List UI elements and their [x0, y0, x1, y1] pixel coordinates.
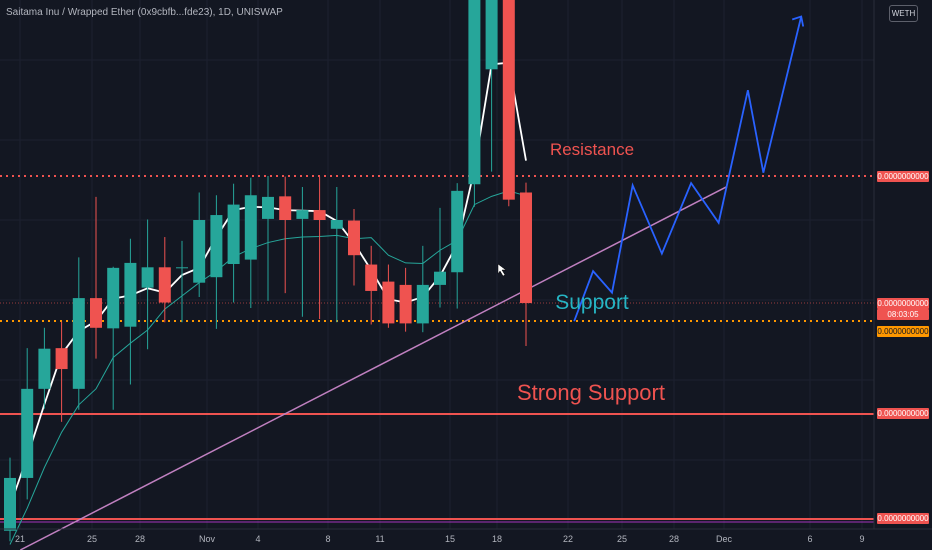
- candle-body: [55, 348, 68, 370]
- resistance-price-label: 0.0000000000: [877, 171, 929, 182]
- time-tick-label: 4: [255, 534, 260, 544]
- time-tick-label: 9: [859, 534, 864, 544]
- candles: [4, 0, 532, 542]
- countdown-label: 08:03:05: [877, 309, 929, 320]
- candle-body: [451, 190, 464, 273]
- candle-body: [399, 284, 412, 324]
- candle-body: [107, 267, 120, 329]
- candle-body: [279, 196, 292, 220]
- time-tick-label: 15: [445, 534, 455, 544]
- candle-body: [210, 215, 223, 278]
- trendline-segment: [19, 185, 728, 550]
- candle-body: [416, 284, 429, 324]
- candle-body: [348, 220, 360, 256]
- candle-body: [90, 298, 102, 328]
- candle-body: [313, 210, 326, 220]
- candle-body: [38, 348, 51, 389]
- projection-path: [573, 15, 805, 322]
- candle-body: [4, 477, 16, 531]
- time-tick-label: 6: [807, 534, 812, 544]
- candle-body: [468, 0, 481, 185]
- cursor-icon: [497, 263, 507, 277]
- time-tick-label: 11: [375, 534, 384, 544]
- projection-arrowhead: [791, 15, 805, 27]
- time-axis: 21 25 28 Nov 4 8 11 15 18 22 25 28 Dec 6 9: [15, 534, 865, 544]
- time-tick-label: 8: [325, 534, 330, 544]
- candle-body: [72, 298, 85, 389]
- horizontal-levels: [0, 175, 874, 523]
- bottom-price-label: 0.0000000000: [877, 513, 929, 524]
- candle-body: [124, 262, 137, 327]
- time-tick-label: 28: [135, 534, 145, 544]
- candle-body: [296, 210, 309, 219]
- candle-body: [227, 204, 240, 264]
- candle-body: [382, 281, 395, 324]
- chart-grid: [0, 0, 874, 529]
- chart-title: Saitama Inu / Wrapped Ether (0x9cbfb...f…: [6, 7, 283, 18]
- candle-body: [21, 388, 34, 478]
- time-tick-label: 25: [617, 534, 627, 544]
- candle-body: [502, 0, 515, 200]
- candle-body: [434, 271, 446, 285]
- candle-body: [158, 267, 171, 303]
- time-tick-label: Nov: [199, 534, 216, 544]
- strong-support-price-label: 0.0000000000: [877, 408, 929, 419]
- candle-body: [141, 267, 154, 288]
- time-tick-label: 28: [669, 534, 679, 544]
- time-tick-label: 25: [87, 534, 97, 544]
- time-tick-label: 21: [15, 534, 25, 544]
- resistance-label: Resistance: [550, 140, 634, 159]
- candle-body: [244, 195, 257, 260]
- candle-body: [365, 264, 378, 291]
- candle-body: [193, 220, 206, 283]
- candle-body: [330, 220, 343, 229]
- projection-line: [573, 16, 803, 322]
- current-price-label: 0.0000000000: [877, 298, 929, 309]
- trendline: [19, 185, 728, 550]
- time-tick-label: 22: [563, 534, 573, 544]
- candle-body: [520, 192, 532, 304]
- candle-body: [176, 267, 188, 269]
- support-label: Support: [555, 291, 629, 314]
- time-tick-label: 18: [492, 534, 502, 544]
- candle-body: [262, 196, 274, 219]
- strong-support-label: Strong Support: [517, 380, 665, 405]
- support-price-label: 0.0000000000: [877, 326, 929, 337]
- quote-currency-badge[interactable]: WETH: [889, 5, 918, 22]
- time-tick-label: Dec: [716, 534, 733, 544]
- candle-body: [485, 0, 498, 70]
